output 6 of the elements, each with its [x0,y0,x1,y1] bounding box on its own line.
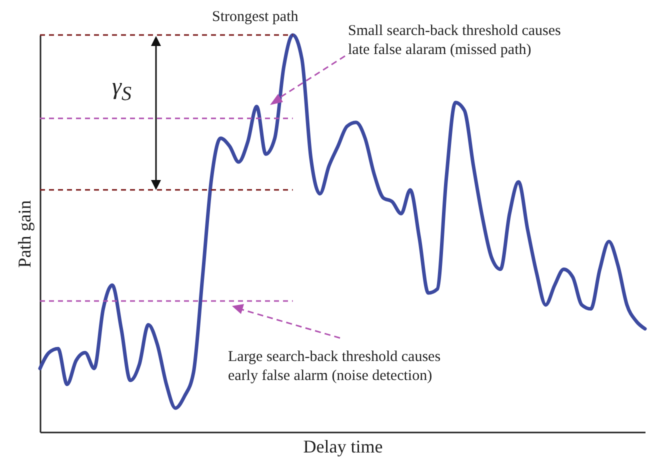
annotation: Small search-back threshold causes late false alaram (missed path) [348,22,561,60]
annotation: γ$_{S}$ [112,74,132,105]
x-axis-title: Delay time [303,436,383,456]
y-axis-title: Path gain [14,200,34,268]
text: Strongest path [212,8,298,27]
annotation: Large search-back threshold causes early false alarm (noise detection) [228,348,441,386]
